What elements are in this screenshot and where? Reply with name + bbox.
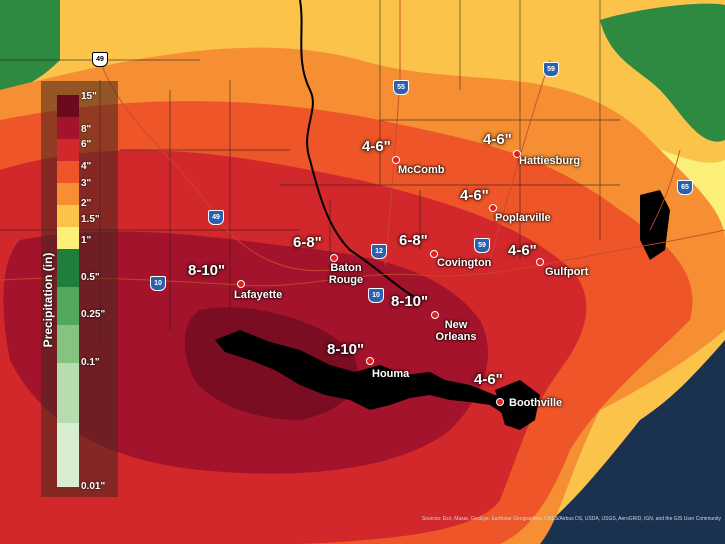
legend-swatch <box>57 205 79 227</box>
legend-tick: 0.1" <box>81 357 100 368</box>
highway-shield: 10 <box>150 276 166 291</box>
legend-swatch <box>57 423 79 487</box>
legend-tick: 6" <box>81 139 92 150</box>
city-marker-gulfport[interactable] <box>536 258 544 266</box>
city-label-boothville: Boothville <box>509 397 563 409</box>
city-marker-hattiesburg[interactable] <box>513 150 521 158</box>
amount-label: 8-10" <box>391 293 429 310</box>
legend-swatch <box>57 363 79 423</box>
highway-shield: 55 <box>393 80 409 95</box>
city-marker-poplarville[interactable] <box>489 204 497 212</box>
amount-label: 4-6" <box>483 131 512 148</box>
legend-swatch <box>57 325 79 363</box>
amount-label: 8-10" <box>188 262 226 279</box>
legend-tick: 4" <box>81 161 92 172</box>
legend-tick: 0.25" <box>81 309 106 320</box>
legend-swatch <box>57 139 79 161</box>
highway-shield: 65 <box>677 180 693 195</box>
legend-swatch <box>57 249 79 287</box>
highway-shield: 10 <box>368 288 384 303</box>
map-credits: Sources: Esri, Maxar, GeoEye, Earthstar … <box>421 516 721 522</box>
city-label-covington: Covington <box>437 257 492 269</box>
legend-tick: 8" <box>81 124 92 135</box>
city-label-lafayette: Lafayette <box>234 289 283 301</box>
legend-title: Precipitation (in) <box>41 252 55 348</box>
city-marker-batonrouge[interactable] <box>330 254 338 262</box>
highway-shield: 59 <box>474 238 490 253</box>
city-marker-covington[interactable] <box>430 250 438 258</box>
highway-shield: 12 <box>371 244 387 259</box>
amount-label: 4-6" <box>460 187 489 204</box>
legend-tick: 2" <box>81 198 92 209</box>
amount-label: 8-10" <box>327 341 365 358</box>
city-marker-neworleans[interactable] <box>431 311 439 319</box>
city-marker-lafayette[interactable] <box>237 280 245 288</box>
highway-shield: 49 <box>92 52 108 67</box>
city-label-gulfport: Gulfport <box>545 266 589 278</box>
city-label-mccomb: McComb <box>398 164 445 176</box>
city-label-batonrouge: Baton Rouge <box>328 262 364 286</box>
precipitation-legend: 15" 8" 6" 4" 3" 2" 1.5" 1" 0.5" 0.25" 0.… <box>41 81 118 497</box>
legend-tick: 1.5" <box>81 214 100 225</box>
amount-label: 6-8" <box>293 234 322 251</box>
legend-swatch <box>57 117 79 139</box>
legend-tick: 15" <box>81 91 97 102</box>
city-label-neworleans: New Orleans <box>435 319 477 343</box>
legend-tick: 3" <box>81 178 92 189</box>
amount-label: 4-6" <box>508 242 537 259</box>
city-marker-boothville[interactable] <box>496 398 504 406</box>
highway-shield: 49 <box>208 210 224 225</box>
legend-swatch <box>57 161 79 183</box>
city-label-houma: Houma <box>372 368 410 380</box>
city-marker-mccomb[interactable] <box>392 156 400 164</box>
city-label-hattiesburg: Hattiesburg <box>519 155 581 167</box>
amount-label: 6-8" <box>399 232 428 249</box>
amount-label: 4-6" <box>362 138 391 155</box>
legend-tick: 1" <box>81 235 92 246</box>
legend-color-bar <box>57 95 79 487</box>
legend-swatch <box>57 227 79 249</box>
highway-shield: 59 <box>543 62 559 77</box>
legend-tick: 0.5" <box>81 272 100 283</box>
legend-swatch <box>57 183 79 205</box>
legend-swatch <box>57 95 79 117</box>
amount-label: 4-6" <box>474 371 503 388</box>
city-marker-houma[interactable] <box>366 357 374 365</box>
legend-tick: 0.01" <box>81 481 106 492</box>
legend-swatch <box>57 287 79 325</box>
city-label-poplarville: Poplarville <box>495 212 551 224</box>
